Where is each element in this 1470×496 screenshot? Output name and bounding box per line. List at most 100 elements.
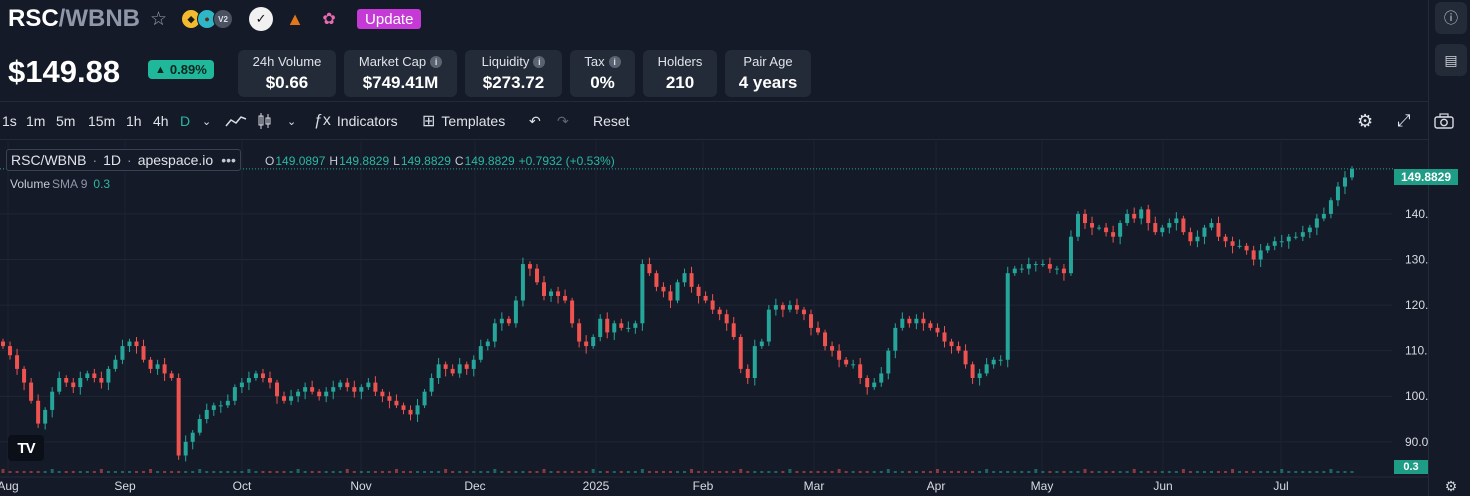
- candle-body: [1040, 264, 1045, 266]
- volume-bar: [479, 471, 483, 473]
- volume-bar: [928, 471, 932, 473]
- info-icon[interactable]: i: [608, 55, 621, 68]
- stat-tax: Tax i 0%: [570, 50, 635, 97]
- volume-bar: [50, 469, 54, 473]
- line-chart-type-icon[interactable]: [225, 102, 247, 140]
- info-icon[interactable]: i: [430, 55, 443, 68]
- x-axis-tick-label: Oct: [233, 479, 252, 493]
- volume-bar: [359, 471, 363, 473]
- candlestick-chart-canvas[interactable]: 140.0000 130.0000 120.0000 110.0000 100.0000…: [0, 141, 1428, 496]
- undo-icon[interactable]: ↶: [529, 112, 541, 129]
- stat-value: $273.72: [482, 73, 545, 92]
- candle-body: [584, 341, 589, 347]
- lotus-icon[interactable]: ✿: [322, 11, 336, 28]
- interval-4h[interactable]: 4h: [153, 113, 169, 129]
- candle-body: [71, 382, 76, 388]
- volume-bar: [163, 471, 167, 473]
- metamask-fox-icon[interactable]: ▲: [286, 8, 304, 29]
- x-axis-tick-label: May: [1031, 479, 1054, 493]
- interval-d[interactable]: D: [180, 113, 191, 129]
- volume-bar: [465, 471, 469, 473]
- volume-bar: [1041, 471, 1045, 473]
- interval-1h[interactable]: 1h: [126, 113, 142, 129]
- candle-body: [858, 364, 863, 379]
- candle-body: [1181, 218, 1186, 233]
- candle-body: [1139, 209, 1144, 219]
- volume-bar: [127, 471, 131, 473]
- tradingview-logo-icon[interactable]: TV: [8, 435, 44, 461]
- volume-bar: [1118, 471, 1122, 473]
- volume-bar: [296, 469, 300, 473]
- pair-title-row: RSC / WBNB ☆ ◆ ● V2 ✓ ▲ ✿ Update: [8, 5, 422, 32]
- update-button[interactable]: Update: [357, 9, 422, 29]
- x-axis-tick-label: Mar: [804, 479, 825, 493]
- templates-button[interactable]: ⊞ Templates: [422, 102, 505, 140]
- volume-bar: [310, 471, 314, 473]
- candle-body: [352, 387, 357, 392]
- candle-body: [197, 419, 202, 433]
- reset-button[interactable]: Reset: [593, 113, 630, 129]
- candle-body: [443, 364, 448, 369]
- interval-dropdown-chevron-icon[interactable]: ⌄: [202, 115, 212, 128]
- wallet-panel-icon[interactable]: ▤: [1435, 44, 1467, 76]
- volume-bar: [99, 469, 103, 473]
- volume-bar: [992, 471, 996, 473]
- candle-body: [640, 264, 645, 324]
- settings-gear-icon[interactable]: ⚙: [1357, 110, 1374, 131]
- chart-settings-gear-icon[interactable]: ⚙: [1444, 477, 1458, 494]
- interval-1s[interactable]: 1s: [2, 113, 17, 129]
- price-chart[interactable]: 140.0000 130.0000 120.0000 110.0000 100.0000…: [0, 141, 1458, 496]
- volume-bar: [268, 471, 272, 473]
- redo-icon[interactable]: ↷: [557, 112, 569, 129]
- volume-bar: [1343, 471, 1347, 473]
- volume-bar: [317, 471, 321, 473]
- candle-body: [1188, 232, 1193, 242]
- volume-bar: [1139, 471, 1143, 473]
- interval-1m[interactable]: 1m: [26, 113, 46, 129]
- interval-5m[interactable]: 5m: [56, 113, 76, 129]
- volume-sma: SMA 9: [52, 177, 88, 191]
- volume-bar: [85, 471, 89, 473]
- candle-body: [253, 373, 258, 379]
- close-label: C: [454, 154, 464, 168]
- candle-body: [956, 346, 961, 351]
- fullscreen-icon[interactable]: ⤢: [1397, 111, 1411, 130]
- legend-more-icon[interactable]: •••: [221, 152, 236, 168]
- candle-body: [549, 291, 554, 296]
- volume-legend[interactable]: Volume SMA 9 0.3: [10, 177, 110, 191]
- info-icon[interactable]: i: [533, 55, 546, 68]
- volume-bar: [711, 471, 715, 473]
- candle-body: [605, 318, 610, 333]
- volume-bar: [1350, 471, 1354, 473]
- interval-15m[interactable]: 15m: [88, 113, 116, 129]
- candle-body: [837, 350, 842, 360]
- up-arrow-icon: ▲: [155, 63, 166, 76]
- volume-bar: [29, 471, 33, 473]
- indicators-button[interactable]: ƒx Indicators: [314, 102, 398, 140]
- legend-separator: ·: [92, 152, 98, 168]
- volume-bar: [1217, 471, 1221, 473]
- candles-chart-type-icon[interactable]: [257, 102, 273, 140]
- candle-body: [218, 405, 223, 407]
- candle-body: [1328, 200, 1333, 214]
- chart-symbol-legend[interactable]: RSC/WBNB · 1D · apespace.io •••: [6, 149, 241, 171]
- candle-body: [907, 318, 912, 324]
- volume-bar: [570, 471, 574, 473]
- info-panel-icon[interactable]: ⓘ: [1435, 2, 1467, 34]
- volume-bar: [1006, 471, 1010, 473]
- analytics-icon[interactable]: ✓: [249, 7, 274, 31]
- stat-value: $749.41M: [362, 73, 439, 92]
- volume-bar: [57, 471, 61, 473]
- candle-body: [612, 323, 617, 333]
- volume-bar: [1202, 471, 1206, 473]
- volume-bar: [416, 471, 420, 473]
- chart-type-chevron-icon[interactable]: ⌄: [287, 115, 297, 128]
- favorite-star-icon[interactable]: ☆: [150, 8, 168, 30]
- candle-body: [893, 327, 898, 351]
- volume-bar: [619, 471, 623, 473]
- camera-snapshot-icon[interactable]: [1434, 102, 1454, 140]
- candle-body: [1118, 223, 1123, 237]
- legend-interval: 1D: [103, 152, 122, 168]
- candle-body: [1, 341, 5, 347]
- volume-bar: [120, 471, 124, 473]
